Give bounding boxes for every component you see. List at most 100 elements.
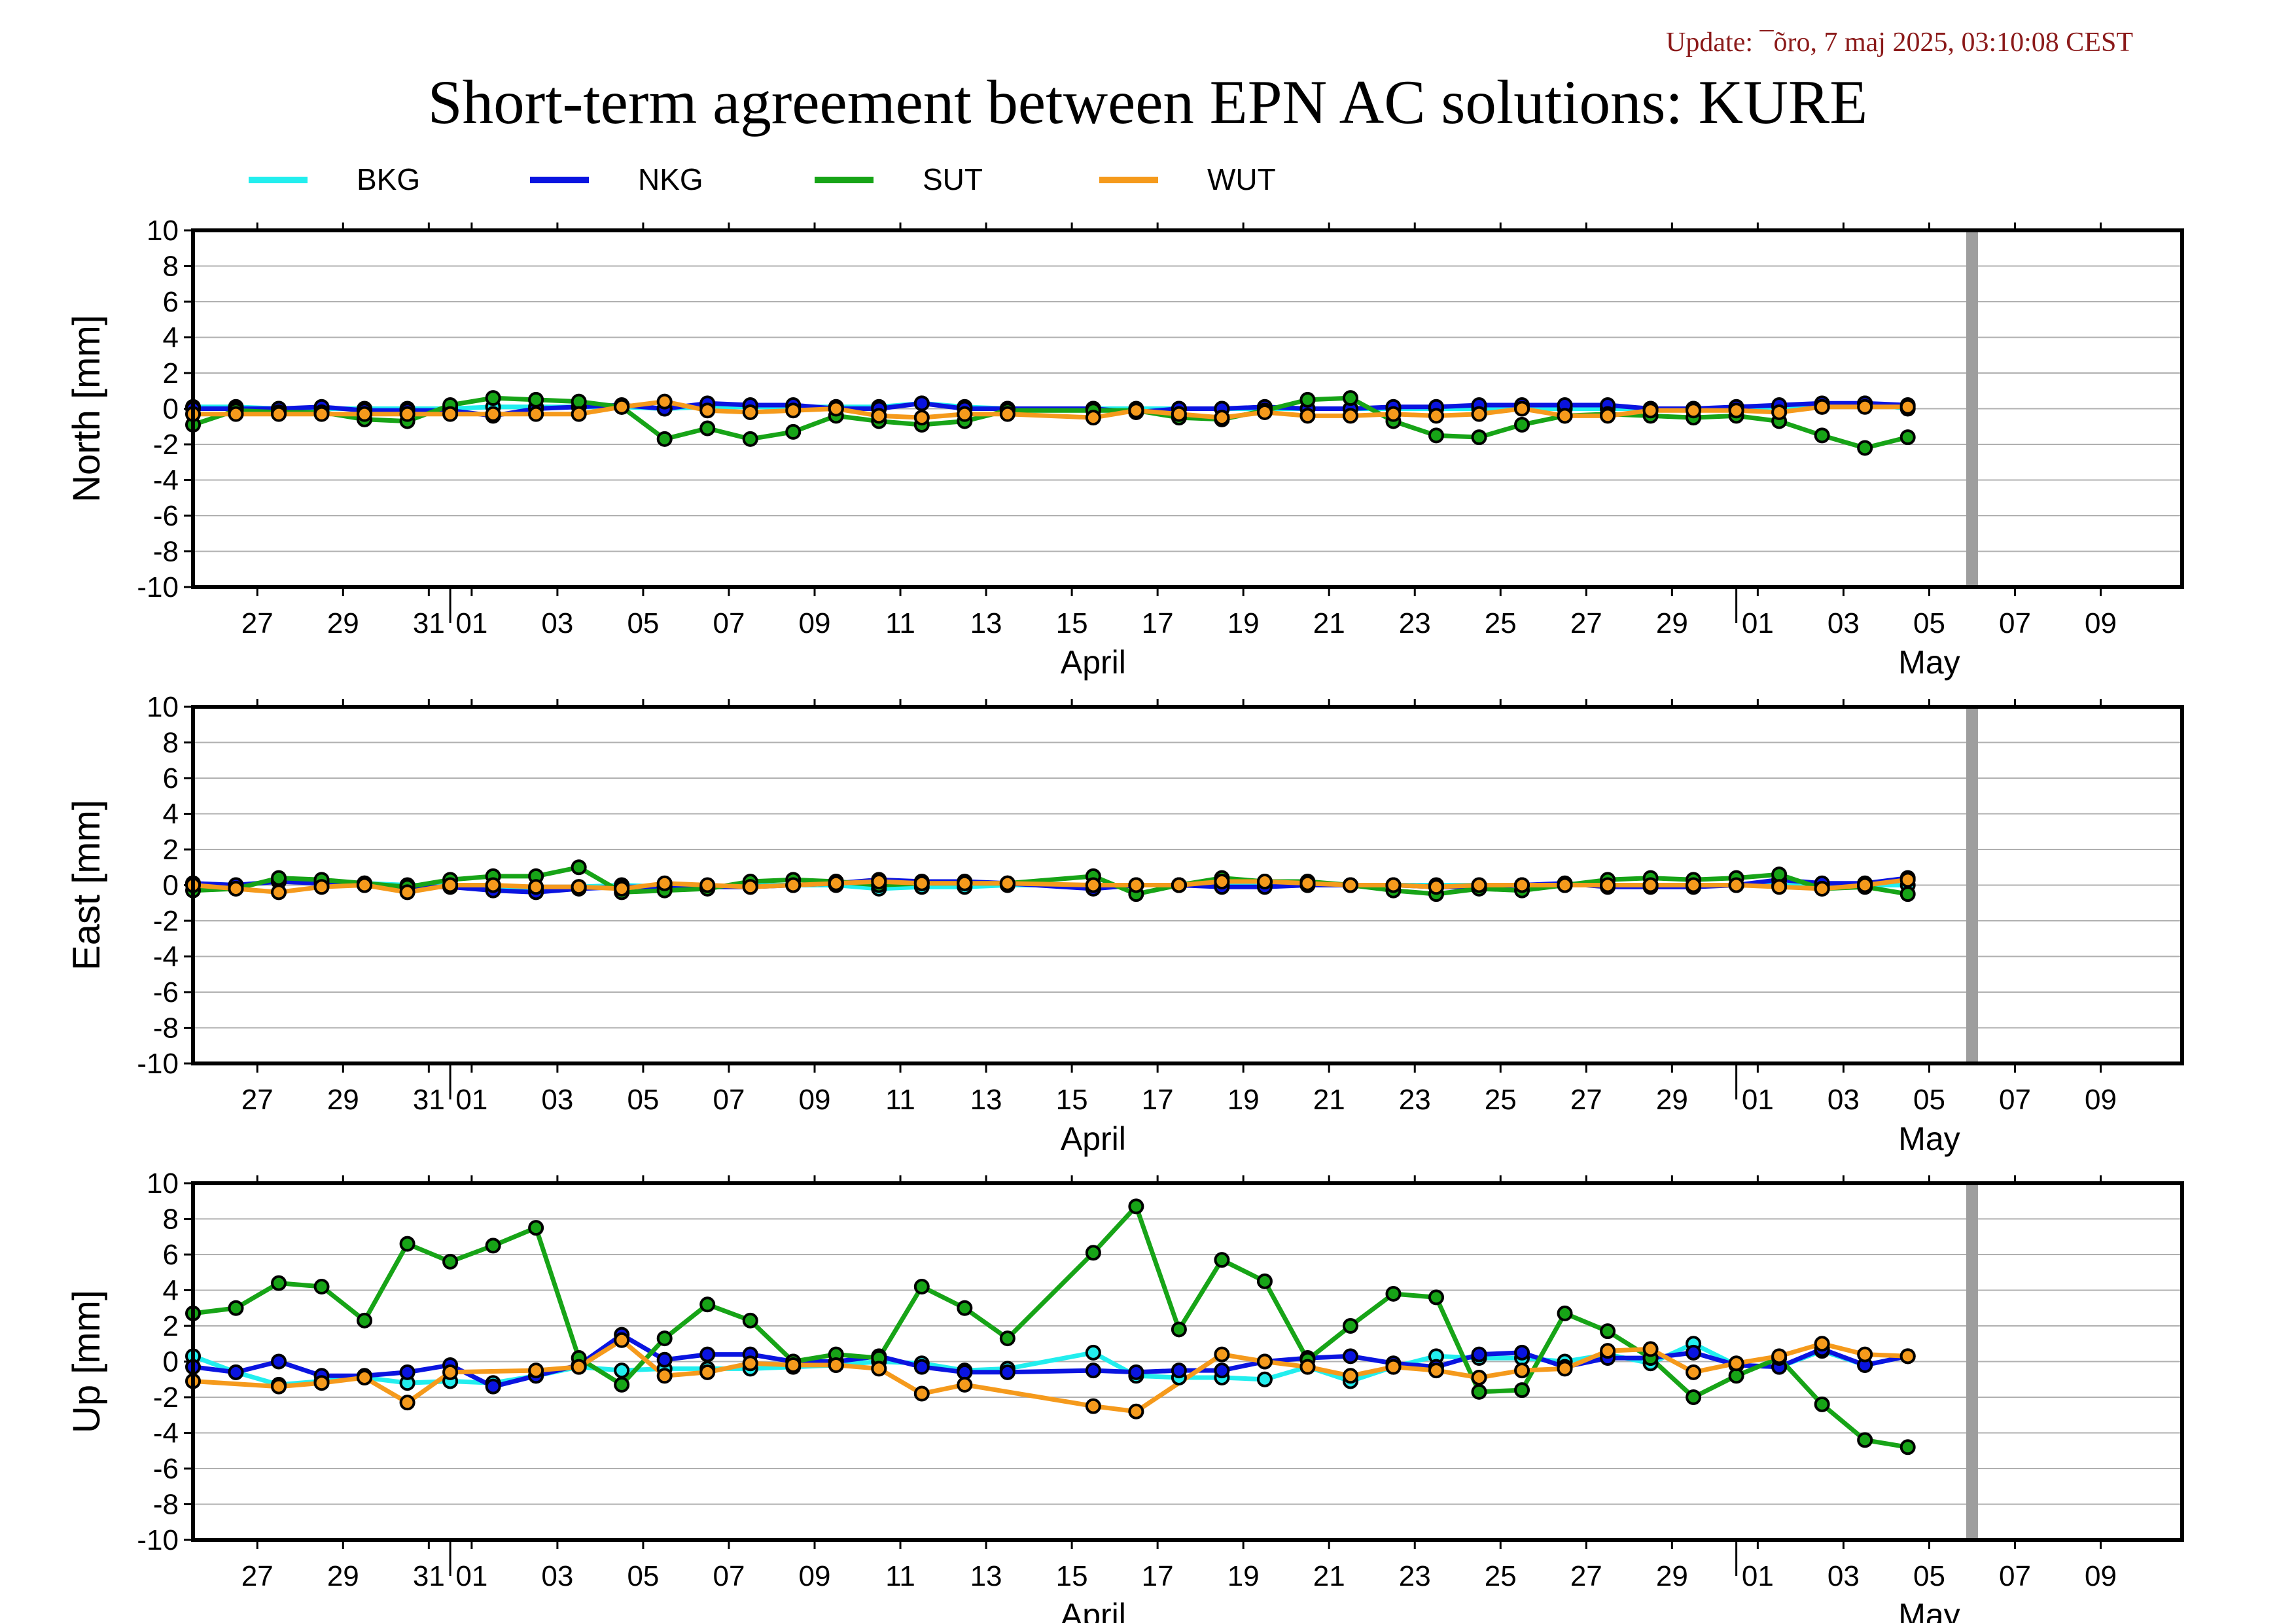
data-point-nkg [485, 1378, 501, 1395]
x-tick-label: 11 [885, 607, 915, 639]
data-point-wut [871, 874, 887, 890]
y-tick-label: -6 [153, 1453, 179, 1485]
data-point-wut [1128, 402, 1144, 419]
data-point-sut [571, 393, 587, 410]
data-point-wut [656, 393, 673, 410]
y-tick-label: 2 [163, 834, 179, 866]
data-point-wut [699, 877, 716, 893]
y-tick-label: 8 [163, 1204, 179, 1236]
x-tick-label: 11 [885, 1560, 915, 1592]
data-point-wut [1814, 1336, 1830, 1352]
x-tick-label: 27 [241, 607, 274, 639]
data-point-sut [271, 1275, 287, 1291]
data-point-wut [656, 875, 673, 891]
legend: BKG NKG SUT WUT [249, 162, 1276, 196]
data-point-sut [699, 1296, 716, 1313]
data-point-wut [1256, 1353, 1273, 1370]
data-point-wut [871, 408, 887, 424]
data-point-wut [1214, 410, 1230, 426]
x-tick-label: 23 [1399, 1084, 1431, 1116]
data-point-wut [1256, 404, 1273, 420]
data-point-sut [785, 423, 802, 440]
data-point-wut [1814, 880, 1830, 897]
data-point-wut [228, 406, 244, 422]
x-tick-label: 29 [327, 607, 359, 639]
data-point-wut [1299, 1359, 1316, 1375]
month-label: April [1061, 644, 1126, 681]
y-tick-label: 2 [163, 1310, 179, 1342]
x-tick-label: 01 [1742, 1560, 1774, 1592]
data-point-wut [399, 1395, 415, 1411]
plot-frame [191, 705, 2184, 1065]
x-tick-label: 01 [455, 607, 487, 639]
data-point-wut [1342, 877, 1358, 893]
y-axis-label: Up [mm] [65, 1290, 108, 1433]
x-tick-label: 09 [2085, 1560, 2117, 1592]
y-tick-label: -10 [137, 571, 179, 603]
x-tick-label: 07 [1999, 1560, 2031, 1592]
data-point-nkg [957, 1364, 973, 1380]
x-tick-label: 29 [1656, 607, 1688, 639]
data-point-wut [313, 879, 330, 895]
x-tick-label: 13 [970, 607, 1002, 639]
data-point-wut [828, 875, 844, 891]
x-tick-label: 07 [713, 1560, 745, 1592]
data-point-sut [614, 1376, 630, 1393]
x-tick-label: 09 [2085, 1084, 2117, 1116]
data-point-sut [1128, 1198, 1144, 1215]
data-point-sut [1814, 1396, 1830, 1412]
x-tick-label: 07 [713, 1084, 745, 1116]
data-point-sut [1686, 1389, 1702, 1405]
data-point-sut [571, 859, 587, 876]
data-point-wut [485, 877, 501, 893]
x-tick-label: 25 [1485, 1084, 1517, 1116]
x-tick-label: 15 [1056, 1084, 1088, 1116]
x-tick-label: 27 [241, 1560, 274, 1592]
x-tick-label: 11 [885, 1084, 915, 1116]
data-point-nkg [999, 1364, 1016, 1380]
data-point-sut [357, 1312, 373, 1329]
data-point-wut [528, 406, 544, 422]
data-point-wut [828, 401, 844, 417]
data-point-wut [1085, 1398, 1101, 1414]
y-tick-label: 0 [163, 870, 179, 902]
data-point-wut [1600, 1343, 1616, 1359]
data-point-sut [1600, 1323, 1616, 1340]
x-tick-label: 25 [1485, 1560, 1517, 1592]
data-point-wut [1471, 877, 1487, 893]
data-point-wut [1428, 1363, 1444, 1379]
data-point-wut [1857, 1346, 1873, 1363]
x-tick-label: 21 [1313, 607, 1345, 639]
data-point-wut [1600, 408, 1616, 424]
data-point-wut [1686, 1364, 1702, 1380]
data-point-wut [1642, 402, 1659, 419]
data-point-wut [528, 1363, 544, 1379]
series-line-wut [192, 1338, 1908, 1414]
data-point-sut [228, 1300, 244, 1316]
y-tick-label: -2 [153, 429, 179, 461]
x-tick-label: 03 [541, 607, 573, 639]
data-point-wut [1899, 872, 1916, 888]
y-tick-label: 0 [163, 393, 179, 425]
x-tick-label: 31 [413, 607, 445, 639]
x-tick-label: 05 [1913, 1560, 1945, 1592]
data-point-bkg [1256, 1371, 1273, 1387]
data-point-wut [1857, 877, 1873, 893]
y-tick-label: 0 [163, 1346, 179, 1378]
data-point-wut [1385, 1359, 1402, 1375]
data-point-nkg [699, 1346, 716, 1363]
data-point-sut [1342, 390, 1358, 406]
y-tick-label: 4 [163, 798, 179, 830]
data-point-wut [999, 875, 1016, 891]
data-point-wut [1600, 877, 1616, 893]
plot-frame [191, 1181, 2184, 1542]
data-point-sut [1771, 866, 1788, 883]
x-tick-label: 27 [1570, 607, 1602, 639]
data-point-wut [399, 884, 415, 901]
x-tick-label: 23 [1399, 607, 1431, 639]
x-tick-label: 03 [1828, 1560, 1860, 1592]
data-point-sut [1514, 1382, 1530, 1399]
data-point-nkg [1214, 1363, 1230, 1379]
x-tick-label: 19 [1227, 1560, 1260, 1592]
data-point-wut [957, 406, 973, 422]
